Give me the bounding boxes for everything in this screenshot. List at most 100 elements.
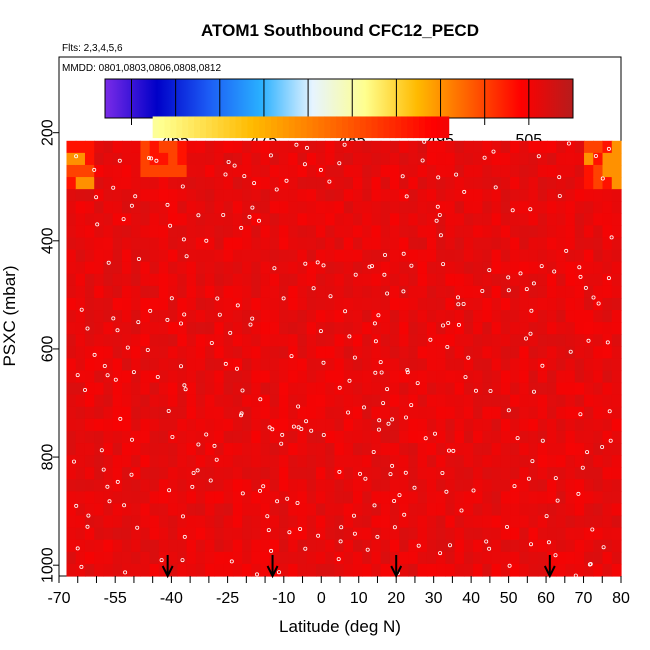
sample-point	[459, 508, 464, 513]
sample-point	[576, 491, 581, 496]
heatmap-cell	[343, 140, 354, 154]
heatmap-cell	[297, 503, 308, 517]
heatmap-cell	[380, 189, 391, 202]
sample-point	[524, 336, 529, 341]
sample-point	[386, 421, 391, 426]
strip-cell	[442, 116, 450, 139]
heatmap-cell	[232, 237, 243, 251]
heatmap-cell	[389, 322, 400, 335]
heatmap-cell	[306, 177, 317, 190]
heatmap-cell	[195, 273, 206, 287]
heatmap-cell	[75, 261, 86, 275]
heatmap-cell	[121, 237, 132, 251]
heatmap-cell	[500, 539, 511, 553]
heatmap-cell	[547, 225, 557, 239]
heatmap-cell	[362, 551, 373, 565]
sample-point	[528, 207, 533, 212]
heatmap-cell	[547, 406, 557, 420]
sample-point	[412, 485, 417, 490]
heatmap-cell	[362, 370, 373, 384]
sample-point	[79, 307, 84, 312]
heatmap-cell	[473, 177, 483, 190]
heatmap-cell	[94, 297, 105, 311]
heatmap-cell	[297, 539, 308, 553]
heatmap-cell	[158, 164, 169, 178]
sample-point	[351, 513, 356, 518]
heatmap-cell	[408, 346, 419, 359]
heatmap-cell	[408, 273, 419, 287]
heatmap-cell	[260, 189, 271, 202]
heatmap-cell	[112, 249, 123, 263]
heatmap-cell	[399, 285, 410, 299]
heatmap-cell	[593, 563, 604, 577]
heatmap-cell	[205, 515, 215, 529]
heatmap-cell	[94, 382, 105, 396]
heatmap-cell	[279, 273, 289, 287]
heatmap-cell	[140, 297, 151, 311]
heatmap-cell	[417, 346, 428, 359]
heatmap-cell	[195, 527, 206, 541]
heatmap-cell	[584, 201, 594, 214]
heatmap-cell	[436, 563, 446, 577]
heatmap-cell	[463, 455, 474, 468]
heatmap-cell	[482, 503, 493, 517]
heatmap-cell	[325, 539, 336, 553]
heatmap-cell	[593, 213, 604, 227]
sample-point	[357, 471, 362, 476]
heatmap-cell	[463, 467, 474, 480]
heatmap-cell	[491, 322, 502, 335]
heatmap-cell	[288, 406, 299, 420]
heatmap-cell	[112, 152, 123, 166]
heatmap-cell	[177, 455, 188, 468]
heatmap-cell	[371, 491, 382, 505]
sample-point	[99, 448, 104, 453]
heatmap-cell	[251, 418, 262, 432]
heatmap-cell	[399, 563, 410, 577]
heatmap-cell	[519, 225, 530, 239]
heatmap-cell	[279, 189, 289, 202]
heatmap-cell	[389, 261, 400, 275]
heatmap-cell	[121, 527, 132, 541]
heatmap-cell	[279, 225, 289, 239]
heatmap-cell	[510, 201, 520, 214]
heatmap-cell	[528, 479, 539, 492]
heatmap-cell	[279, 406, 289, 420]
heatmap-cell	[297, 249, 308, 263]
sample-point	[321, 432, 326, 437]
heatmap-cell	[399, 430, 410, 444]
heatmap-cell	[158, 394, 169, 408]
heatmap-cell	[362, 539, 373, 553]
heatmap-cell	[417, 334, 428, 347]
y-tick-label: 200	[40, 119, 57, 146]
heatmap-cell	[168, 382, 178, 396]
heatmap-cell	[177, 370, 188, 384]
heatmap-cell	[66, 249, 77, 263]
heatmap-cell	[251, 177, 262, 190]
heatmap-cell	[584, 358, 594, 372]
heatmap-cell	[537, 370, 548, 384]
sample-point	[440, 470, 445, 475]
sample-point	[182, 534, 187, 539]
heatmap-cell	[112, 563, 123, 577]
heatmap-cell	[297, 563, 308, 577]
heatmap-cell	[556, 527, 567, 541]
heatmap-cell	[66, 152, 77, 166]
heatmap-cell	[417, 177, 428, 190]
heatmap-cell	[186, 563, 197, 577]
heatmap-cell	[602, 370, 613, 384]
heatmap-cell	[408, 406, 419, 420]
heatmap-cell	[112, 189, 123, 202]
sample-point	[600, 176, 605, 181]
heatmap-cell	[242, 213, 252, 227]
heatmap-cell	[205, 394, 215, 408]
heatmap-cell	[463, 443, 474, 456]
heatmap-cell	[463, 140, 474, 154]
heatmap-cell	[389, 467, 400, 480]
heatmap-cell	[473, 503, 483, 517]
heatmap-cell	[131, 455, 142, 468]
heatmap-cell	[473, 527, 483, 541]
heatmap-cell	[473, 491, 483, 505]
heatmap-cell	[195, 467, 206, 480]
heatmap-cell	[121, 358, 132, 372]
heatmap-cell	[500, 310, 511, 323]
